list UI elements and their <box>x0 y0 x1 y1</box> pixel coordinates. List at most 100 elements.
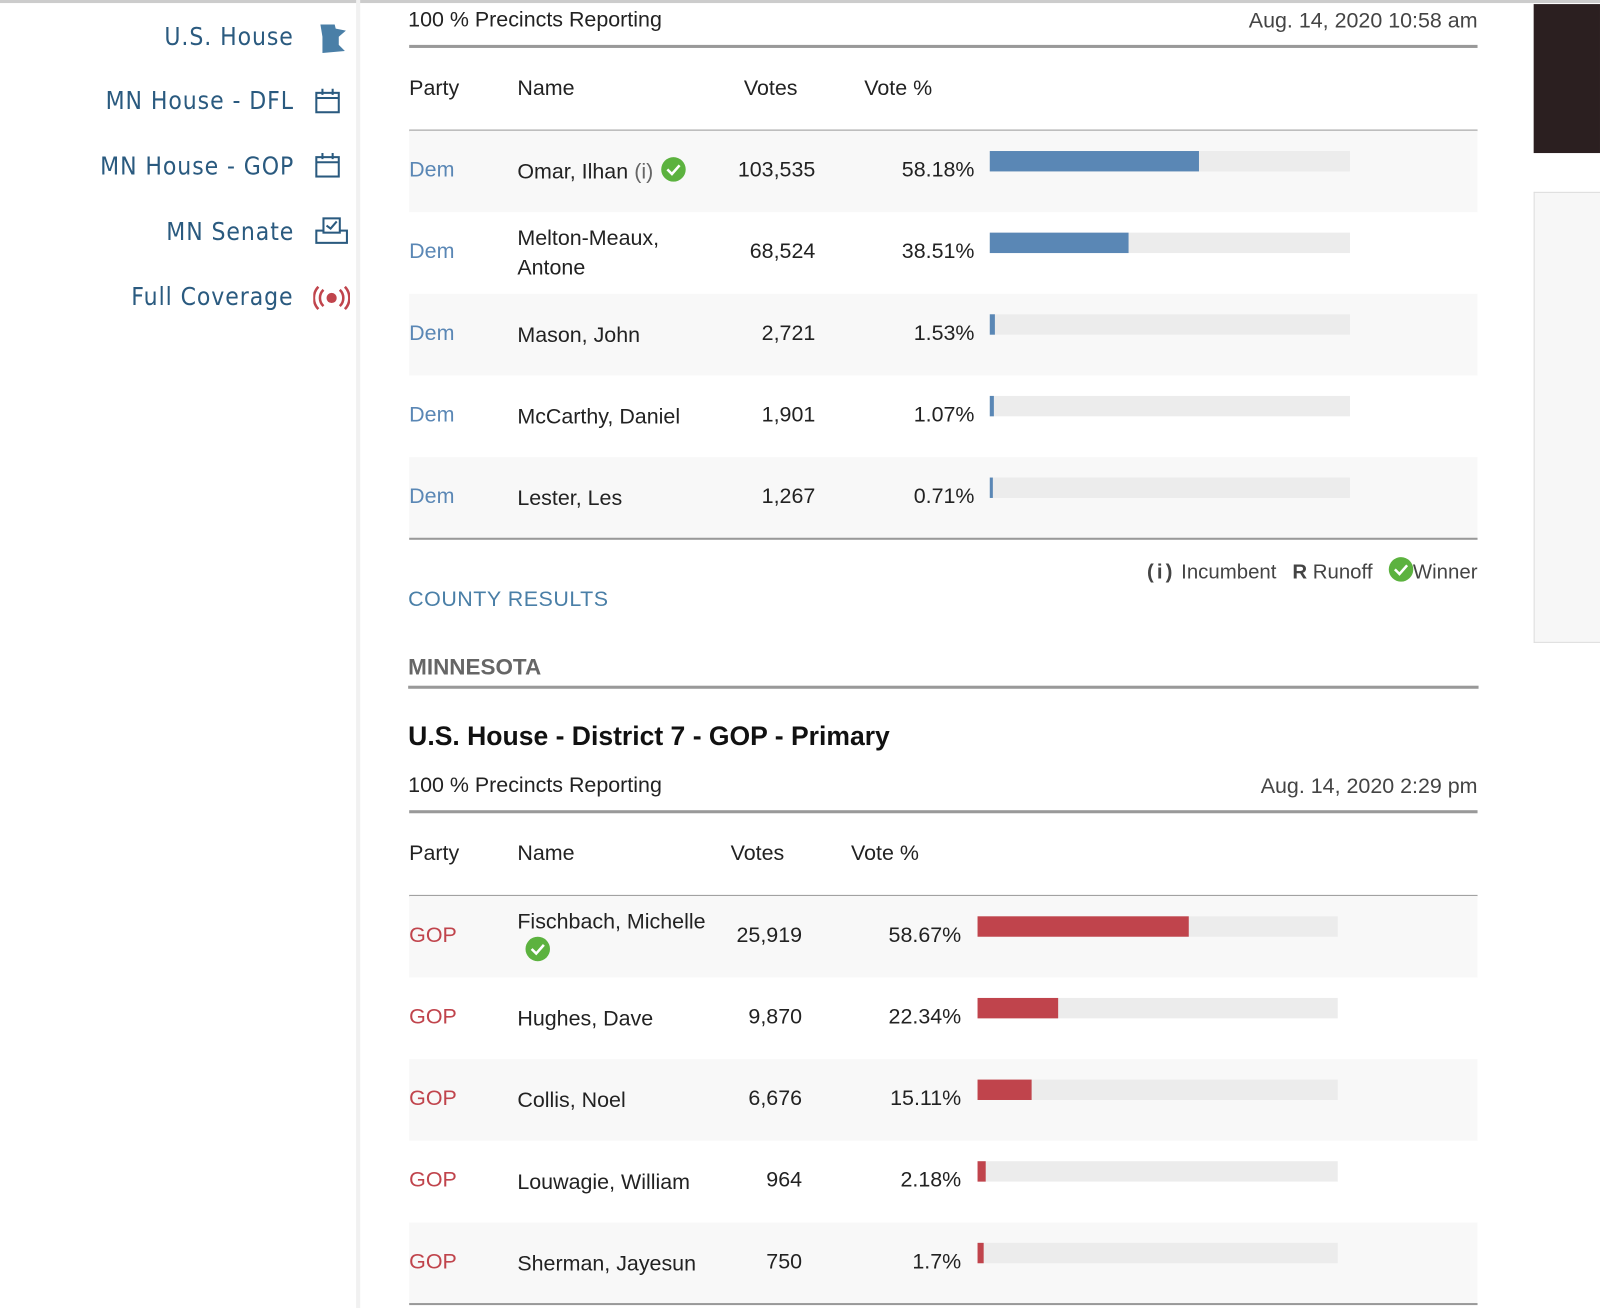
result-row: GOP Sherman, Jayesun 750 1.7% <box>409 1222 1478 1305</box>
side-panel <box>1533 191 1600 643</box>
result-row: GOP Hughes, Dave 9,870 22.34% <box>409 977 1478 1060</box>
incumbent-mark: (i) <box>634 159 654 184</box>
result-row: GOP Fischbach, Michelle 25,919 58.67% <box>409 895 1478 978</box>
column-header: Name <box>517 76 575 100</box>
bar-track <box>989 151 1350 172</box>
vote-bar <box>977 1161 986 1182</box>
candidate-cell: Collis, Noel <box>517 1059 721 1141</box>
bar-track <box>977 997 1338 1019</box>
candidate-cell: Hughes, Dave <box>517 978 721 1060</box>
vote-bar <box>989 314 996 335</box>
candidate-cell: Fischbach, Michelle <box>517 896 721 978</box>
side-image <box>1533 4 1600 154</box>
candidate: Hughes, Dave <box>517 1004 653 1034</box>
candidate: Fischbach, Michelle <box>517 907 721 966</box>
party: Dem <box>409 239 455 264</box>
party: GOP <box>409 1249 457 1274</box>
party: Dem <box>409 403 455 427</box>
vote-pct: 22.34% <box>888 1005 962 1029</box>
candidate-name: McCarthy, Daniel <box>517 404 681 429</box>
column-header: Votes <box>743 76 798 100</box>
result-row: Dem Melton-Meaux, Antone 68,524 38.51% <box>409 212 1478 294</box>
column-header: Vote % <box>864 76 933 100</box>
candidate-cell: Lester, Les <box>517 457 711 539</box>
bar-track <box>977 1079 1338 1100</box>
bar-track <box>989 477 1350 498</box>
candidate-name: Collis, Noel <box>517 1088 626 1112</box>
nav-link[interactable]: MN House - DFL <box>105 86 294 116</box>
nav-link[interactable]: MN House - GOP <box>99 152 294 181</box>
vote-bar <box>989 151 1200 172</box>
nav-link[interactable]: Full Coverage <box>131 282 294 312</box>
candidate-cell: Melton-Meaux, Antone <box>517 212 711 294</box>
updated-time: Aug. 14, 2020 10:58 am <box>1248 9 1478 33</box>
vote-bar <box>977 916 1189 937</box>
candidate: Collis, Noel <box>517 1085 625 1115</box>
candidate: Sherman, Jayesun <box>517 1248 696 1278</box>
party: GOP <box>409 923 457 947</box>
result-row: GOP Collis, Noel 6,676 15.11% <box>409 1059 1478 1141</box>
candidate-name: Sherman, Jayesun <box>517 1251 697 1275</box>
candidate-cell: Mason, John <box>517 294 711 376</box>
votes: 9,870 <box>748 1005 803 1029</box>
candidate-cell: Sherman, Jayesun <box>517 1222 721 1304</box>
vote-bar <box>977 1079 1032 1100</box>
result-row: Dem Mason, John 2,721 1.53% <box>409 293 1478 376</box>
candidate-cell: McCarthy, Daniel <box>517 376 711 458</box>
mn-icon <box>320 24 346 54</box>
result-row: Dem Omar, Ilhan (i) 103,535 58.18% <box>409 130 1478 213</box>
vote-pct: 58.18% <box>901 158 975 182</box>
updated-time: Aug. 14, 2020 2:29 pm <box>1260 774 1478 798</box>
vote-bar <box>989 477 993 498</box>
candidate-name: Hughes, Dave <box>517 1006 654 1031</box>
candidate-cell: Omar, Ilhan (i) <box>517 131 711 213</box>
sidebar-divider <box>356 0 361 1308</box>
candidate-name: Fischbach, Michelle <box>517 910 706 934</box>
rule <box>409 1303 1478 1306</box>
vote-pct: 15.11% <box>890 1086 962 1111</box>
rule <box>409 810 1478 814</box>
candidate: Omar, Ilhan (i) <box>517 156 686 187</box>
party: Dem <box>409 158 455 182</box>
column-header: Party <box>409 76 460 100</box>
legend: (i) Incumbent R Runoff Winner <box>1120 557 1478 585</box>
live-icon <box>313 285 350 311</box>
legend-label: Runoff <box>1312 561 1373 584</box>
candidate: Louwagie, William <box>517 1167 690 1197</box>
result-row: Dem McCarthy, Daniel 1,901 1.07% <box>409 375 1478 458</box>
bar-track <box>977 1242 1338 1264</box>
nav-link[interactable]: MN Senate <box>165 217 294 246</box>
candidate-name: Louwagie, William <box>517 1169 691 1194</box>
candidate-cell: Louwagie, William <box>517 1141 721 1223</box>
result-row: Dem Lester, Les 1,267 0.71% <box>409 457 1478 539</box>
top-border <box>0 0 1600 4</box>
candidate: Melton-Meaux, Antone <box>517 223 711 282</box>
vote-pct: 1.07% <box>913 403 975 427</box>
bar-track <box>989 395 1350 417</box>
vote-pct: 0.71% <box>913 484 975 509</box>
nav-link[interactable]: U.S. House <box>164 22 294 52</box>
column-header: Party <box>409 841 460 866</box>
ballot-icon <box>315 217 348 244</box>
candidate-name: Lester, Les <box>517 486 623 510</box>
votes: 68,524 <box>749 239 816 264</box>
votes: 2,721 <box>761 321 816 345</box>
precincts: 100 % Precincts Reporting <box>408 773 662 797</box>
bar-track <box>989 232 1350 254</box>
vote-pct: 1.7% <box>912 1249 962 1274</box>
votes: 103,535 <box>737 158 816 182</box>
county-results-link[interactable]: COUNTY RESULTS <box>408 587 609 612</box>
votes: 750 <box>766 1249 803 1274</box>
party: Dem <box>409 484 455 509</box>
winner-icon <box>661 156 686 182</box>
candidate-name: Omar, Ilhan <box>517 159 629 184</box>
party: Dem <box>409 321 455 345</box>
votes: 25,919 <box>736 923 803 947</box>
bar-track <box>989 314 1350 335</box>
column-header: Vote % <box>851 841 919 866</box>
legend-symbol: (i) <box>1147 561 1176 584</box>
vote-pct: 2.18% <box>900 1168 962 1192</box>
vote-pct: 1.53% <box>913 321 975 345</box>
vote-bar <box>989 395 994 417</box>
section-rule <box>408 685 1479 689</box>
